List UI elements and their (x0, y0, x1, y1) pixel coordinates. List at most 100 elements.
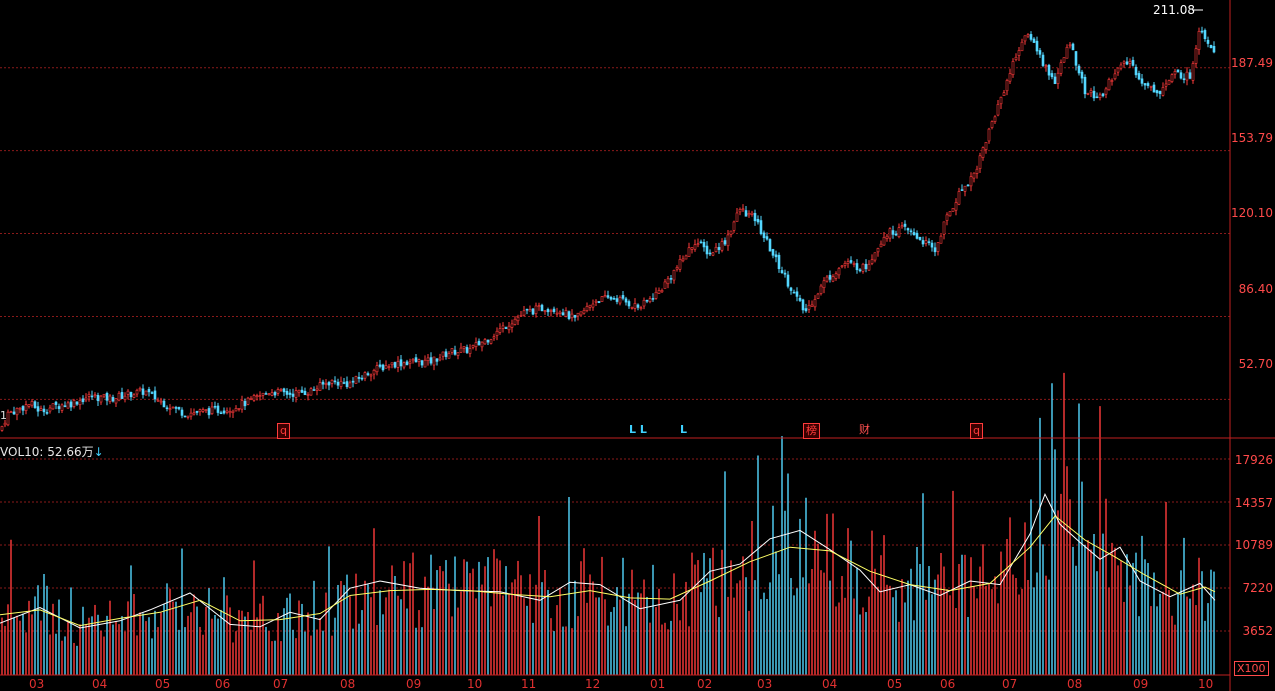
candle-body (606, 295, 610, 298)
candle-body (480, 341, 484, 348)
candle-body (588, 304, 592, 308)
candle-body (78, 400, 82, 406)
candle-body (342, 382, 346, 384)
candle-body (1206, 39, 1210, 44)
candle-body (1113, 73, 1117, 80)
candle-body (168, 408, 172, 411)
candle-body (1149, 85, 1153, 88)
candle-body (663, 281, 667, 289)
candle-body (822, 280, 826, 289)
candle-body (795, 291, 799, 297)
candle-body (618, 297, 622, 304)
candle-body (711, 252, 715, 256)
month-tick: 08 (340, 677, 356, 691)
candle-body (348, 382, 352, 388)
candle-body (888, 228, 892, 239)
candle-body (882, 237, 886, 246)
event-marker-cai[interactable]: 财 (859, 423, 870, 436)
candle-body (603, 295, 607, 298)
month-tick: 04 (822, 677, 838, 691)
month-tick: 06 (940, 677, 956, 691)
candle-body (288, 392, 292, 395)
volume-ma-fast-line (0, 492, 1216, 629)
candle-body (108, 395, 112, 402)
candle-body (447, 353, 451, 359)
candle-body (966, 184, 970, 187)
candle-body (798, 297, 802, 301)
month-tick: 09 (406, 677, 422, 691)
candle-body (546, 309, 550, 313)
candle-body (372, 369, 376, 375)
candle-body (927, 241, 931, 243)
candle-body (162, 400, 166, 408)
candle-body (831, 276, 835, 282)
candle-body (72, 400, 76, 407)
candle-body (1077, 65, 1081, 74)
candle-body (228, 411, 232, 414)
candle-body (561, 312, 565, 316)
event-marker-l[interactable]: L (680, 423, 688, 436)
candle-body (180, 409, 184, 416)
candle-body (621, 295, 625, 299)
candle-body (111, 397, 115, 402)
candle-body (1155, 90, 1159, 94)
candle-body (735, 212, 739, 222)
candle-body (195, 411, 199, 413)
candle-body (42, 408, 46, 413)
candle-body (642, 299, 646, 307)
candle-body (426, 357, 430, 361)
candle-body (1185, 71, 1189, 81)
event-marker-bang[interactable]: 榜 (803, 423, 820, 439)
candle-body (441, 351, 445, 357)
candle-body (564, 309, 568, 317)
event-marker-q-2[interactable]: q (970, 423, 983, 439)
price-tick-1: 187.49 (1231, 56, 1273, 70)
candle-body (741, 208, 745, 211)
candle-body (309, 388, 313, 396)
candle-body (456, 352, 460, 356)
candle-body (159, 400, 163, 403)
candle-body (33, 401, 37, 408)
candle-body (630, 306, 634, 309)
candle-body (321, 381, 325, 385)
candle-body (147, 389, 151, 393)
candle-body (141, 388, 145, 395)
candle-body (1188, 72, 1192, 79)
candle-body (336, 381, 340, 386)
candle-body (615, 298, 619, 302)
candle-body (1200, 30, 1204, 33)
candle-body (453, 349, 457, 355)
event-marker-l-pair[interactable]: L L (629, 423, 647, 436)
candle-body (690, 247, 694, 250)
candle-body (12, 411, 16, 415)
candle-body (906, 228, 910, 231)
candle-body (942, 221, 946, 235)
grid-lines (0, 67, 1230, 632)
candle-body (213, 405, 217, 408)
candle-body (813, 299, 817, 308)
month-tick: 11 (521, 677, 537, 691)
candle-body (705, 245, 709, 255)
candle-body (246, 397, 250, 405)
candle-body (696, 243, 700, 245)
candle-body (375, 365, 379, 373)
candle-body (492, 336, 496, 339)
candle-body (660, 290, 664, 293)
candle-body (201, 409, 205, 412)
event-marker-q-1[interactable]: q (277, 423, 290, 439)
price-tick-3: 120.10 (1231, 206, 1273, 220)
candle-body (801, 299, 805, 311)
candle-body (645, 299, 649, 302)
month-tick: 12 (585, 677, 601, 691)
candle-body (27, 404, 31, 407)
candle-body (849, 260, 853, 263)
month-tick: 05 (887, 677, 903, 691)
candle-body (1134, 66, 1138, 76)
volume-ma-slow-line (0, 515, 1216, 627)
month-tick: 10 (467, 677, 483, 691)
volume-tick-5: 3652 (1242, 624, 1273, 638)
candle-body (714, 246, 718, 252)
candle-body (90, 395, 94, 398)
candle-body (1170, 74, 1174, 82)
